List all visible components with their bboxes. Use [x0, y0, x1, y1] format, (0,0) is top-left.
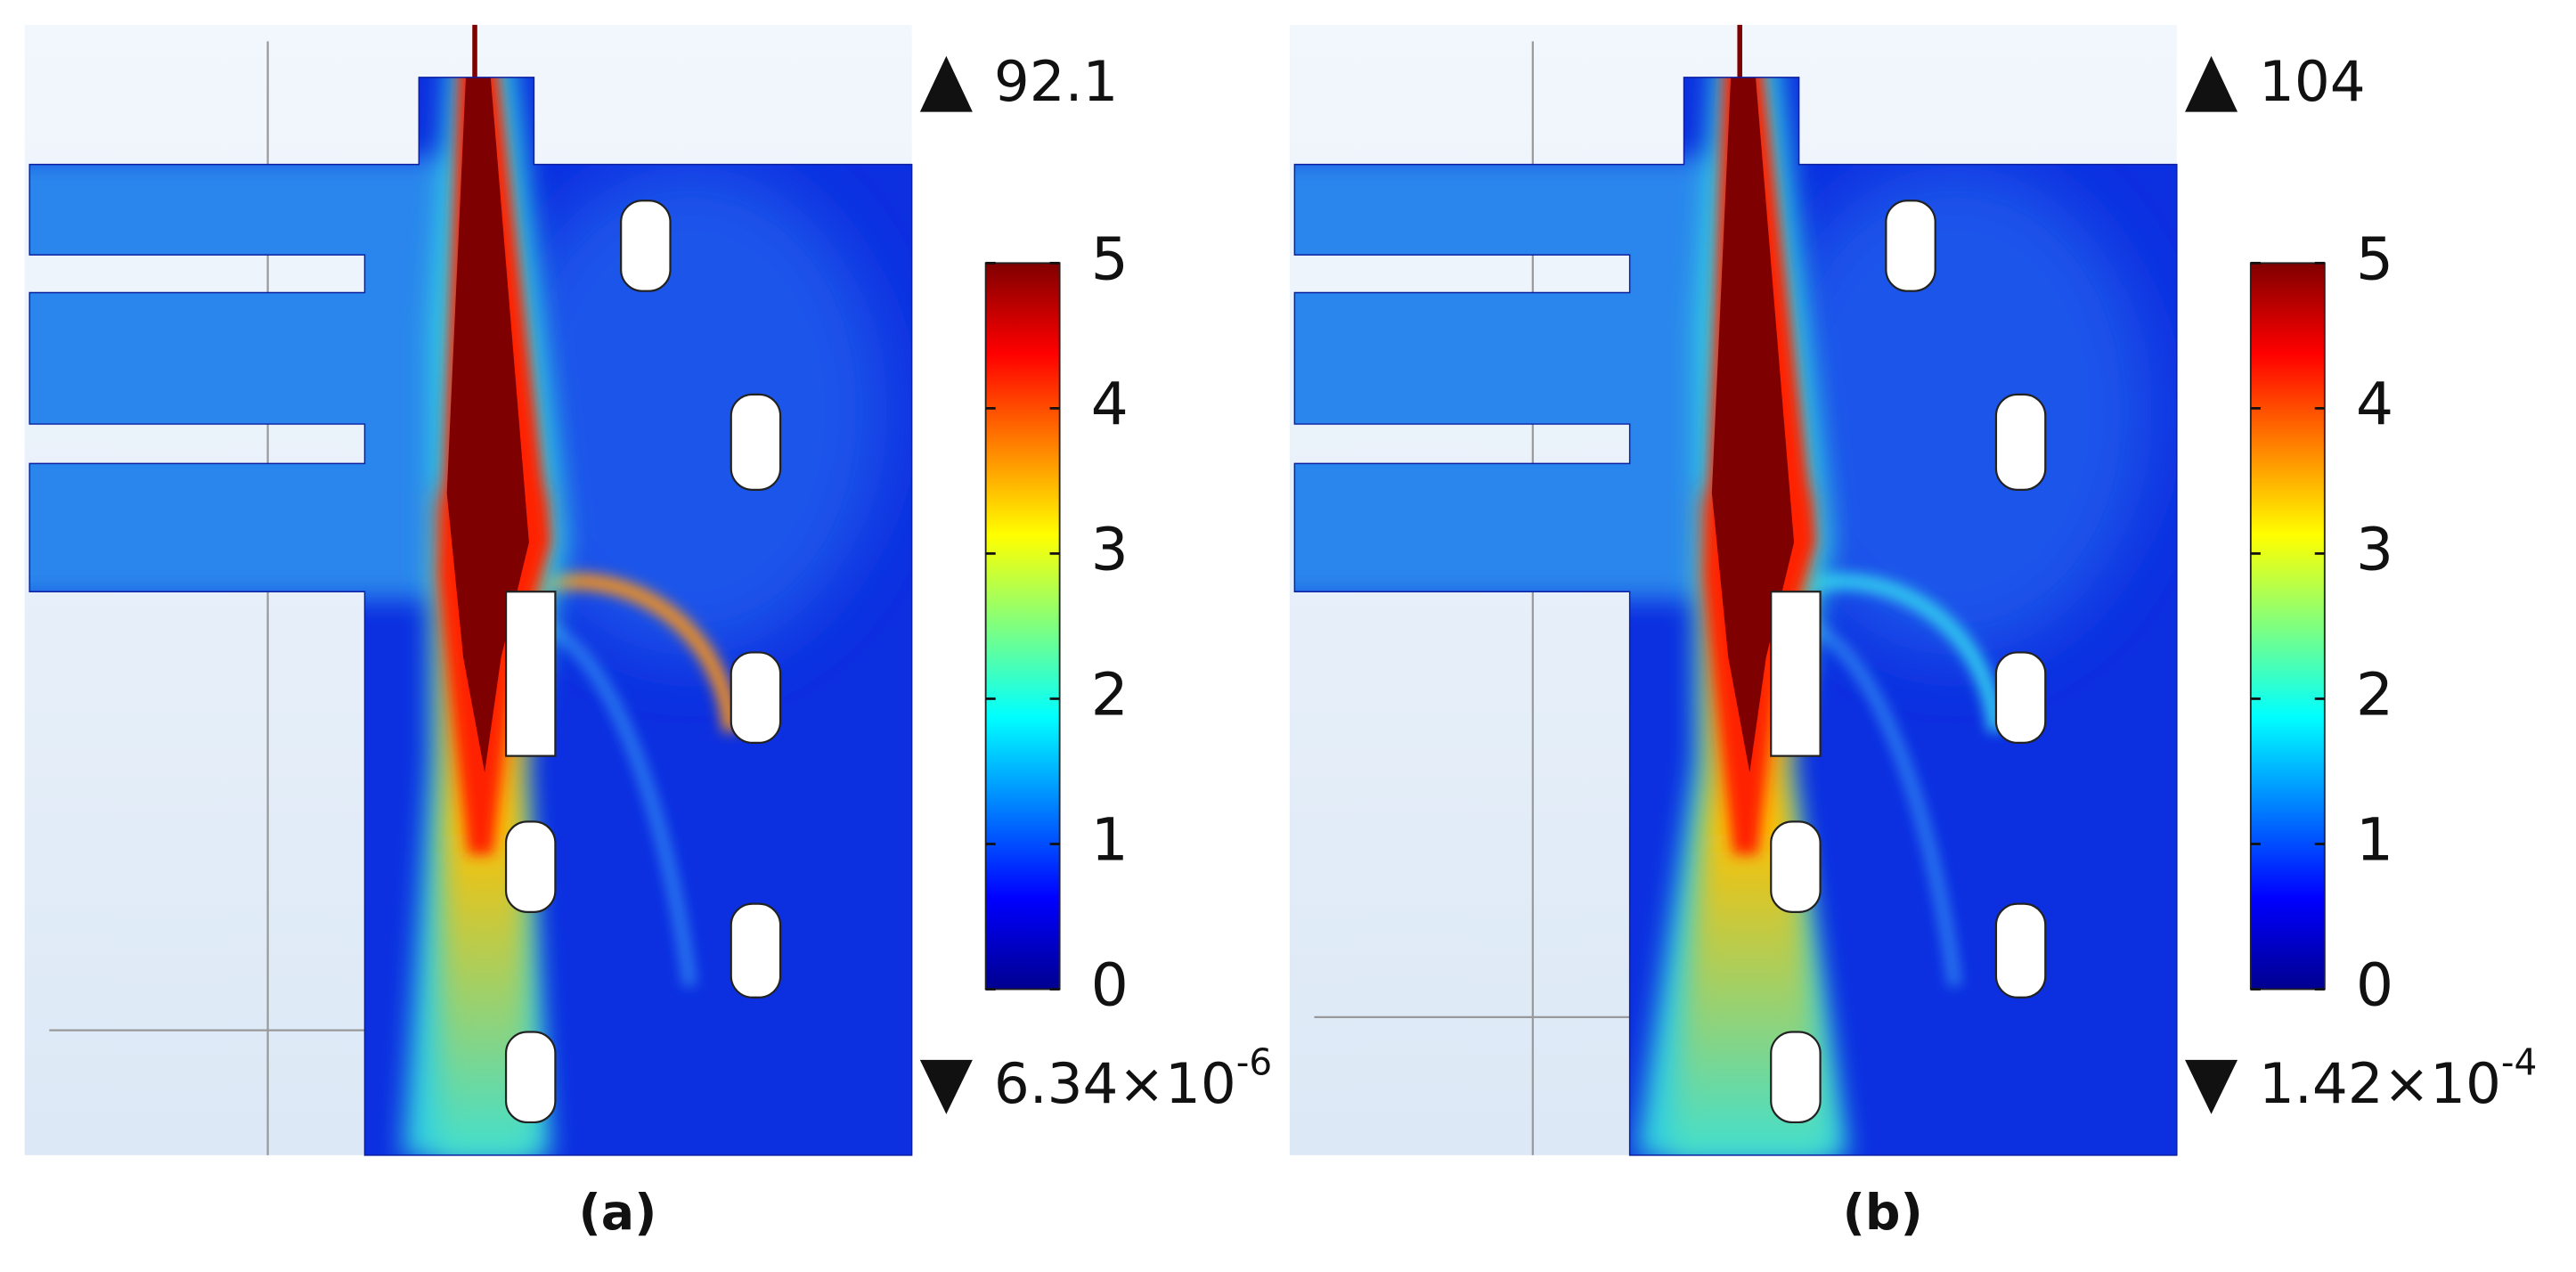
max-marker: [919, 55, 973, 112]
min-exponent: -6: [1236, 1040, 1272, 1083]
field-light: [29, 156, 493, 600]
field-light: [1294, 156, 1758, 600]
slot: [504, 591, 557, 757]
min-value: 1.42×10-4: [2259, 1040, 2537, 1116]
panel-label: (b): [1843, 1185, 1923, 1242]
jet-core: [1711, 77, 1795, 773]
min-value: 6.34×10-6: [994, 1040, 1272, 1116]
panel-label: (a): [579, 1185, 657, 1242]
colorbar-tick-label: 5: [2356, 224, 2393, 293]
hole: [1994, 902, 2047, 999]
hole: [1770, 1031, 1822, 1124]
colorbar-tick-label: 3: [1091, 514, 1129, 583]
colorbar-tick-label: 1: [2356, 805, 2393, 875]
colorbar-tick-label: 4: [2356, 369, 2393, 438]
colorbar: [2249, 262, 2326, 991]
slot: [1770, 591, 1822, 757]
hole: [730, 651, 782, 744]
hole: [504, 820, 557, 913]
min-mantissa: 1.42×10: [2259, 1051, 2501, 1116]
colorbar-tick-label: 3: [2356, 514, 2393, 583]
panel: 104 1.42×10-4 0 1 2 3 4 5 (b): [1289, 24, 2537, 1242]
colorbar-tick-label: 0: [1091, 950, 1129, 1020]
jet-core: [446, 77, 529, 773]
min-mantissa: 6.34×10: [994, 1051, 1236, 1116]
hole: [730, 902, 782, 999]
colorbar-tick-label: 4: [1091, 369, 1129, 438]
hole: [1885, 200, 1936, 292]
colorbar-tick-label: 5: [1091, 224, 1129, 293]
domain-outline: [1293, 77, 2178, 1156]
colorbar-tick-label: 1: [1091, 805, 1129, 875]
colorbar: [984, 262, 1061, 991]
field-light: [1757, 164, 2153, 657]
hole: [730, 393, 782, 491]
hole: [1770, 820, 1822, 913]
colorbar-tick-label: 0: [2356, 950, 2393, 1020]
hole: [1994, 651, 2047, 744]
min-marker: [919, 1059, 973, 1114]
colorbar-tick-label: 2: [1091, 660, 1129, 730]
max-marker: [2185, 55, 2238, 112]
min-marker: [2185, 1059, 2238, 1114]
hole: [620, 200, 672, 292]
vortex-arc: [1804, 618, 1962, 987]
hole: [1994, 393, 2047, 491]
min-exponent: -4: [2501, 1040, 2537, 1083]
vortex-arc: [526, 573, 739, 732]
max-value: 92.1: [994, 49, 1119, 114]
domain-outline: [29, 77, 913, 1156]
colorbar-tick-label: 2: [2356, 660, 2393, 730]
field-light: [493, 164, 887, 657]
panel: 92.1 6.34×10-6 0 1 2 3 4 5 (a): [24, 24, 1272, 1242]
vortex-arc: [1791, 573, 2005, 732]
max-value: 104: [2259, 49, 2366, 114]
hole: [504, 1031, 557, 1124]
vortex-arc: [539, 618, 697, 987]
